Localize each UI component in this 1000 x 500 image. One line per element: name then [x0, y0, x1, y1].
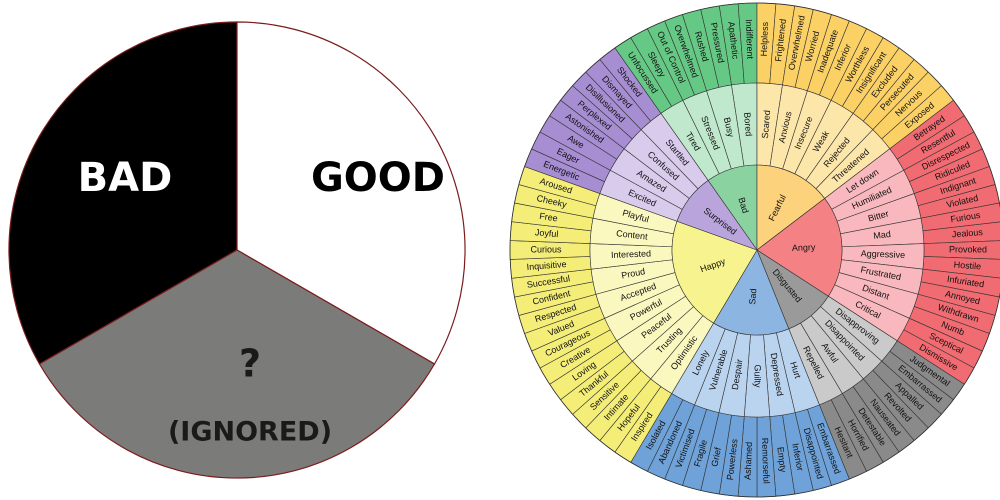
core-segment [676, 180, 758, 251]
middle-label: Mad [873, 229, 892, 241]
question-label: ? [239, 342, 261, 386]
outer-label: Helpless [759, 21, 770, 56]
core-label: Angry [792, 242, 816, 253]
outer-label: Hostile [953, 259, 981, 271]
core-segment [756, 198, 843, 297]
outer-label: Grief [709, 446, 723, 468]
ignored-label: (IGNORED) [168, 417, 332, 448]
middle-label: Bored [742, 112, 754, 137]
middle-label: Despair [730, 358, 745, 390]
outer-label: Ashamed [743, 442, 754, 480]
ignored-segment [38, 249, 436, 479]
good-segment [236, 21, 466, 365]
middle-label: Aggressive [860, 248, 905, 260]
outer-label: Apathetic [726, 21, 740, 60]
middle-label: Busy [722, 116, 736, 138]
middle-label: Proud [620, 266, 645, 280]
core-segment [756, 164, 826, 251]
middle-label: Guilty [753, 364, 763, 388]
wheel-border [509, 2, 1000, 498]
outer-label: Curious [530, 244, 562, 254]
outer-label: Powerless [725, 438, 740, 481]
core-segment [713, 249, 790, 336]
core-segment [671, 220, 758, 324]
middle-label: Interested [611, 248, 651, 260]
outer-label: Furious [950, 210, 982, 225]
middle-label: Scared [760, 110, 772, 139]
outer-label: Free [539, 211, 559, 224]
outer-label: Empty [775, 446, 788, 473]
bad-label: BAD [78, 155, 173, 201]
outer-label: Provoked [949, 244, 987, 254]
good-bad-pie: BAD GOOD ? (IGNORED) [8, 21, 466, 479]
core-label: Sad [747, 288, 758, 305]
core-label: Bad [736, 196, 750, 214]
outer-label: Joyful [535, 227, 559, 239]
outer-label: Jealous [951, 227, 983, 239]
outer-label: Frightened [773, 18, 788, 62]
middle-label: Content [616, 228, 649, 242]
outer-label: Inquisitive [526, 259, 567, 272]
outer-label: Remorseful [760, 438, 772, 484]
good-label: GOOD [311, 155, 445, 201]
outer-label: Indifferent [744, 19, 756, 60]
bad-segment [8, 21, 238, 365]
